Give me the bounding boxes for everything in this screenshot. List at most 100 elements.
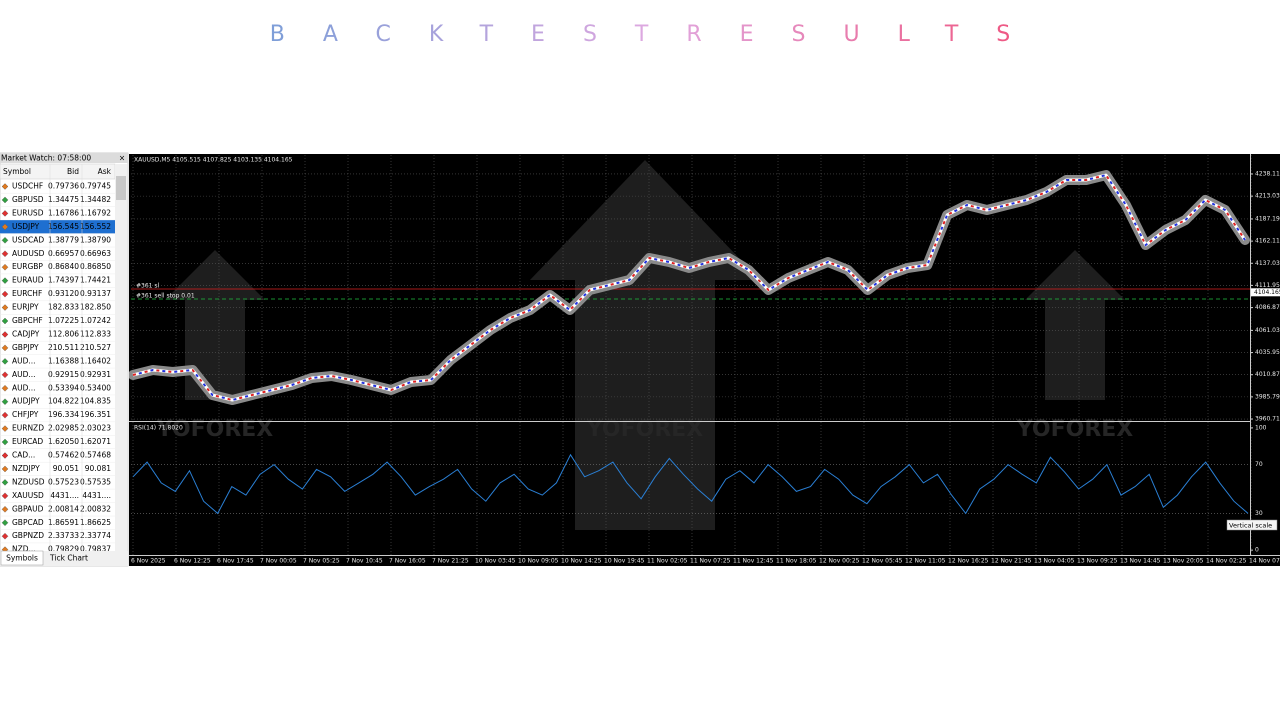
ask-price: 0.93137: [80, 289, 111, 298]
price-tick-label: 4213.030: [1255, 193, 1280, 200]
symbol-row[interactable]: GBPUSD 1.34475 1.34482: [0, 195, 115, 207]
symbol-icon: [1, 546, 9, 551]
symbol-row[interactable]: NZDJPY 90.051 90.081: [0, 464, 115, 476]
time-label: 6 Nov 2025: [131, 558, 166, 565]
symbol-icon: [1, 344, 9, 352]
symbol-name: EURNZD: [12, 424, 44, 433]
ask-price: 0.57535: [80, 477, 111, 486]
ask-price: 196.351: [80, 410, 111, 419]
current-price-box: [1251, 288, 1280, 297]
symbol-icon: [1, 250, 9, 258]
close-button[interactable]: ×: [119, 154, 125, 163]
ask-price: 0.53400: [80, 383, 111, 392]
tab[interactable]: Tick Chart: [49, 554, 88, 563]
symbol-icon: [1, 398, 9, 405]
time-label: 7 Nov 10:45: [346, 558, 383, 565]
price-tick-label: 3960.710: [1255, 416, 1280, 423]
symbol-name: USDCHF: [12, 182, 43, 191]
symbol-name: CAD...: [12, 451, 35, 460]
price-tick-label: 4162.110: [1255, 238, 1280, 245]
symbol-row[interactable]: EURJPY 182.833 182.850: [0, 303, 115, 315]
scrollbar[interactable]: [115, 164, 127, 551]
tooltip: Vertical scale: [1229, 522, 1272, 530]
watermark: YOFOREX: [1016, 417, 1134, 442]
symbol-icon: [1, 411, 9, 419]
bid-price: 2.00814: [48, 504, 79, 513]
rsi-tick-label: 0: [1255, 547, 1259, 554]
symbol-name: NZD...: [12, 545, 36, 554]
symbol-name: USDCAD: [12, 235, 44, 244]
symbol-row[interactable]: CAD... 0.57462 0.57468: [0, 451, 115, 463]
symbol-row[interactable]: EURCAD 1.62050 1.62071: [0, 437, 115, 449]
bid-price: 1.38779: [48, 235, 79, 244]
symbol-name: CHFJPY: [12, 410, 39, 419]
symbol-row[interactable]: AUD... 0.53394 0.53400: [0, 383, 115, 396]
symbol-row[interactable]: AUDJPY 104.822 104.835: [0, 397, 115, 409]
rsi-tick-label: 100: [1255, 424, 1267, 431]
symbol-row[interactable]: USDCAD 1.38779 1.38790: [0, 235, 115, 248]
bid-price: 0.57523: [48, 477, 79, 486]
symbol-row[interactable]: NZD... 0.79829 0.79837: [0, 545, 115, 557]
time-label: 14 Nov 07:: [1249, 558, 1280, 565]
watermark-logo: [165, 160, 1125, 530]
bid-price: 104.822: [48, 397, 79, 406]
current-price: 4104.165: [1254, 289, 1280, 296]
bid-price: 196.334: [48, 410, 79, 419]
tooltip-box: [1226, 519, 1278, 531]
scrollbar-thumb[interactable]: [116, 176, 126, 200]
symbol-name: AUD...: [12, 356, 36, 365]
symbol-name: GBPCAD: [12, 518, 44, 527]
time-label: 12 Nov 05:45: [862, 558, 903, 565]
bid-price: 0.79736: [48, 182, 79, 191]
symbol-name: AUD...: [12, 383, 36, 392]
ask-price: 1.38790: [80, 235, 111, 244]
time-label: 6 Nov 17:45: [217, 558, 254, 565]
symbol-row[interactable]: EURNZD 2.02985 2.03023: [0, 424, 115, 436]
symbol-row[interactable]: GBPCAD 1.86591 1.86625: [0, 518, 115, 530]
symbol-icon: [1, 384, 9, 392]
symbol-row[interactable]: CHFJPY 196.334 196.351: [0, 410, 115, 423]
rsi-tick-label: 70: [1255, 461, 1263, 468]
tab-active[interactable]: [0, 550, 44, 566]
time-label: 13 Nov 04:05: [1034, 558, 1075, 565]
column-header: Bid: [67, 167, 79, 176]
bid-price: 1.07225: [48, 316, 79, 325]
time-label: 14 Nov 02:25: [1206, 558, 1247, 565]
symbol-row[interactable]: USDJPY 156.545 156.552: [0, 220, 115, 234]
symbol-row[interactable]: AUDUSD 0.66957 0.66963: [0, 249, 115, 261]
ask-price: 1.86625: [80, 518, 111, 527]
symbol-row[interactable]: GBPCHF 1.07225 1.07242: [0, 316, 115, 328]
ask-price: 0.92931: [80, 370, 111, 379]
symbol-row[interactable]: EURAUD 1.74397 1.74421: [0, 276, 115, 288]
symbol-icon: [1, 290, 9, 298]
symbol-row[interactable]: GBPNZD 2.33733 2.33774: [0, 531, 115, 544]
symbol-row[interactable]: CADJPY 112.806 112.833: [0, 329, 115, 342]
tab[interactable]: Symbols: [6, 554, 38, 563]
symbol-row[interactable]: XAUUSD 4431.... 4431....: [0, 491, 115, 503]
symbol-row[interactable]: AUD... 1.16388 1.16402: [0, 356, 115, 369]
symbol-name: NZDUSD: [12, 477, 45, 486]
symbol-name: XAUUSD: [12, 491, 44, 500]
symbol-name: AUDUSD: [12, 249, 45, 258]
ask-price: 2.03023: [80, 424, 111, 433]
symbol-row[interactable]: EURGBP 0.86840 0.86850: [0, 262, 115, 275]
symbol-name: NZDJPY: [12, 464, 40, 473]
symbol-row[interactable]: NZDUSD 0.57523 0.57535: [0, 477, 115, 490]
symbol-icon: [1, 196, 9, 204]
symbol-row[interactable]: GBPJPY 210.511 210.527: [0, 343, 115, 355]
symbol-row[interactable]: USDCHF 0.79736 0.79745: [0, 182, 115, 194]
symbol-row[interactable]: AUD... 0.92915 0.92931: [0, 370, 115, 382]
symbol-icon: [1, 465, 9, 473]
symbol-icon: [1, 358, 9, 365]
symbol-row[interactable]: GBPAUD 2.00814 2.00832: [0, 504, 115, 517]
market-watch-titlebar: [0, 153, 128, 163]
symbol-row[interactable]: EURUSD 1.16786 1.16792: [0, 208, 115, 221]
ask-price: 1.74421: [80, 276, 111, 285]
symbol-row[interactable]: EURCHF 0.93120 0.93137: [0, 289, 115, 302]
rsi-tick-label: 30: [1255, 510, 1263, 517]
time-label: 12 Nov 21:45: [991, 558, 1032, 565]
time-label: 7 Nov 21:25: [432, 558, 469, 565]
bid-price: 0.57462: [48, 451, 79, 460]
ask-price: 112.833: [80, 329, 111, 338]
